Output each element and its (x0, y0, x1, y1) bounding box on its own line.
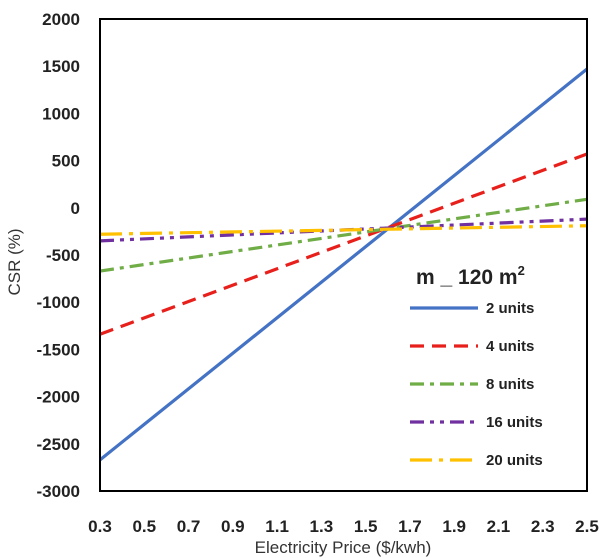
x-tick-label: 1.3 (310, 517, 334, 536)
y-tick-label: 0 (71, 199, 80, 218)
x-tick-label: 0.7 (177, 517, 201, 536)
series-line-8-units (99, 197, 588, 273)
y-tick-label: -2000 (37, 388, 80, 407)
legend-label: 8 units (486, 376, 534, 393)
x-tick-label: 2.5 (575, 517, 599, 536)
x-tick-label: 1.1 (265, 517, 289, 536)
y-tick-label: -1000 (37, 293, 80, 312)
y-tick-label: -2500 (37, 435, 80, 454)
x-tick-label: 0.3 (88, 517, 112, 536)
y-tick-label: 2000 (42, 10, 80, 29)
x-axis-ticks: 0.3 0.5 0.7 0.9 1.1 1.3 1.5 1.7 1.9 2.1 2.3 2.5 (88, 517, 599, 536)
legend-title: m _ 120 m2 (416, 263, 525, 289)
series-line-20-units (99, 224, 588, 236)
x-tick-label: 2.3 (531, 517, 555, 536)
x-tick-label: 0.9 (221, 517, 245, 536)
series-layer (98, 67, 589, 462)
y-tick-label: 500 (52, 152, 80, 171)
legend: m _ 120 m2 2 units 4 units 8 units 16 units… (410, 263, 543, 469)
legend-label: 2 units (486, 300, 534, 317)
x-tick-label: 0.5 (132, 517, 156, 536)
legend-title-main: m _ 120 m (416, 266, 518, 289)
y-tick-label: 1500 (42, 57, 80, 76)
x-tick-label: 1.5 (354, 517, 378, 536)
legend-items: 2 units 4 units 8 units 16 units 20 units (410, 300, 543, 469)
legend-label: 20 units (486, 452, 543, 469)
y-axis-ticks: 2000 1500 1000 500 0 -500 -1000 -1500 -2000 -2500… (37, 10, 80, 501)
x-tick-label: 1.7 (398, 517, 422, 536)
y-tick-label: -500 (46, 246, 80, 265)
legend-title-superscript: 2 (518, 263, 525, 278)
x-tick-label: 2.1 (487, 517, 511, 536)
y-axis-title: CSR (%) (5, 228, 24, 295)
y-tick-label: -3000 (37, 482, 80, 501)
x-axis-title: Electricity Price ($/kwh) (255, 538, 432, 557)
plot-area-frame (99, 18, 588, 492)
series-line-2-units (98, 67, 589, 462)
x-tick-label: 1.9 (442, 517, 466, 536)
legend-label: 4 units (486, 338, 534, 355)
y-tick-label: 1000 (42, 104, 80, 123)
legend-label: 16 units (486, 414, 543, 431)
y-tick-label: -1500 (37, 340, 80, 359)
